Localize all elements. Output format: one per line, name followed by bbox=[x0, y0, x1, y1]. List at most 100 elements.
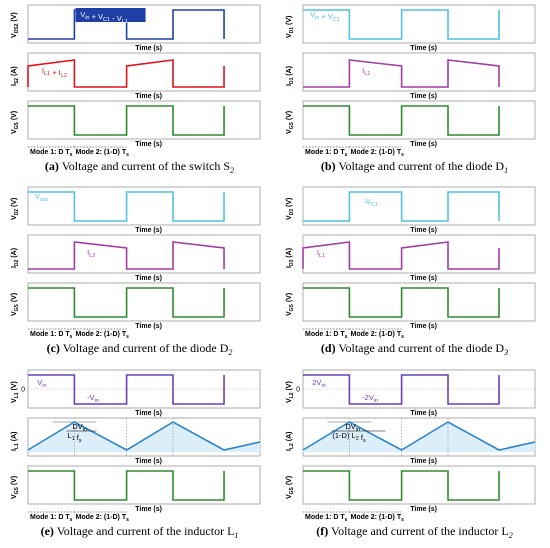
mode2-label: Mode 2: (1-D) Ts bbox=[351, 149, 405, 158]
ripple-shade bbox=[28, 422, 260, 452]
waveform-trace bbox=[303, 374, 500, 405]
y-axis-label: VL1 (V) bbox=[11, 381, 20, 403]
panel-b: VD1 (V) Vin + VC1 Time (s) ID1 (A) IL1 Time (… bbox=[286, 4, 536, 175]
plot-frame bbox=[27, 52, 261, 92]
time-axis-label: Time (s) bbox=[410, 227, 437, 234]
time-axis-label: Time (s) bbox=[135, 323, 162, 330]
mode1-label: Mode 1: D Ts bbox=[30, 514, 73, 523]
y-axis-label: VGS (V) bbox=[11, 111, 20, 134]
plot-frame bbox=[302, 234, 536, 274]
mode-annotation: Mode 1: D Ts Mode 2: (1-D) Ts bbox=[28, 328, 129, 340]
time-axis-label: Time (s) bbox=[410, 141, 437, 148]
y-axis-label: VGS (V) bbox=[286, 293, 295, 316]
plot-d-2: ID3 (A) IL1 Time (s) bbox=[286, 234, 536, 282]
plot-frame bbox=[302, 465, 536, 505]
waveform-trace bbox=[303, 105, 500, 136]
panel-caption: (e) Voltage and current of the inductor … bbox=[41, 524, 239, 540]
waveform-trace bbox=[28, 9, 225, 40]
waveform-annotation: IL1 bbox=[317, 248, 325, 259]
time-axis-label: Time (s) bbox=[135, 45, 162, 52]
waveform-annotation: IL2 bbox=[87, 248, 95, 259]
waveform-trace bbox=[303, 59, 500, 88]
plot-frame bbox=[302, 186, 536, 226]
waveform-trace bbox=[28, 374, 225, 405]
plot-a-2: IS2 (A) IL1 + IL2 Time (s) bbox=[11, 52, 261, 100]
mode1-label: Mode 1: D Ts bbox=[305, 149, 348, 158]
ripple-formula-numerator: DVin bbox=[72, 422, 87, 433]
panel-caption: (b) Voltage and current of the diode D1 bbox=[321, 159, 508, 175]
plot-b-1: VD1 (V) Vin + VC1 Time (s) bbox=[286, 4, 536, 52]
y-axis-label: ID2 (A) bbox=[11, 248, 20, 268]
plot-e-3: VGS (V) Time (s) bbox=[11, 465, 261, 513]
ripple-formula-numerator: DVin bbox=[345, 422, 360, 433]
mode2-label: Mode 2: (1-D) Ts bbox=[351, 514, 405, 523]
plot-frame bbox=[27, 465, 261, 505]
panel-caption: (c) Voltage and current of the diode D2 bbox=[47, 341, 233, 357]
time-axis-label: Time (s) bbox=[135, 506, 162, 513]
y-axis-label: VD1 (V) bbox=[286, 16, 295, 38]
plot-f-2: IL2 (A) DVin(1-D) L2 fs Time (s) bbox=[286, 417, 536, 465]
plot-frame bbox=[27, 186, 261, 226]
mode-annotation: Mode 1: D Ts Mode 2: (1-D) Ts bbox=[28, 511, 130, 523]
plot-c-2: ID2 (A) IL2 Time (s) bbox=[11, 234, 261, 282]
time-axis-label: Time (s) bbox=[135, 275, 162, 282]
y-axis-label: VD3 (V) bbox=[286, 198, 295, 220]
time-axis-label: Time (s) bbox=[135, 410, 162, 417]
y-axis-label: VGS (V) bbox=[286, 476, 295, 499]
waveform-annotation: Vout bbox=[35, 192, 48, 203]
plot-frame bbox=[27, 100, 261, 140]
mode-annotation: Mode 1: D Ts Mode 2: (1-D) Ts bbox=[303, 328, 405, 340]
y-axis-label: VL2 (V) bbox=[286, 381, 295, 403]
mode2-label: Mode 2: (1-D) Ts bbox=[76, 514, 130, 523]
y-axis-label: VD2 (V) bbox=[11, 198, 20, 220]
panel-a: VDS2 (V) Vin + VC1 - VL1 Time (s) IS2 (A) IL… bbox=[11, 4, 261, 175]
plot-d-1: VD3 (V) -VC1 Time (s) bbox=[286, 186, 536, 234]
ripple-formula-denominator: L1 fs bbox=[67, 431, 81, 444]
ripple-shade bbox=[303, 422, 535, 452]
time-axis-label: Time (s) bbox=[135, 227, 162, 234]
waveform-trace bbox=[302, 241, 500, 270]
time-axis-label: Time (s) bbox=[410, 506, 437, 513]
waveform-trace bbox=[302, 421, 536, 451]
waveform-trace bbox=[28, 191, 225, 222]
waveform-trace bbox=[303, 9, 500, 40]
plot-d-3: VGS (V) Time (s) bbox=[286, 282, 536, 330]
plot-f-3: VGS (V) Time (s) bbox=[286, 465, 536, 513]
mode1-label: Mode 1: D Ts bbox=[30, 331, 73, 340]
plot-frame bbox=[302, 4, 536, 44]
panel-caption: (a) Voltage and current of the switch S2 bbox=[45, 159, 234, 175]
mode2-label: Mode 2: (1-D) Ts bbox=[351, 331, 405, 340]
plot-f-1: VL2 (V) 0 2Vin -2Vin Time (s) bbox=[286, 369, 536, 417]
annotation-bg bbox=[75, 8, 146, 22]
y-axis-label: IL2 (A) bbox=[286, 432, 295, 451]
waveform-annotation-negative: -Vin bbox=[87, 393, 99, 404]
time-axis-label: Time (s) bbox=[410, 45, 437, 52]
y-axis-label: IS2 (A) bbox=[11, 66, 20, 86]
waveform-annotation: 2Vin bbox=[312, 378, 325, 389]
mode-annotation: Mode 1: D Ts Mode 2: (1-D) Ts bbox=[303, 146, 405, 158]
waveform-annotation: -VC1 bbox=[363, 197, 378, 208]
mode1-label: Mode 1: D Ts bbox=[305, 514, 348, 523]
plot-frame bbox=[302, 282, 536, 322]
waveform-annotation: Vin + VC1 bbox=[310, 10, 340, 23]
y-axis-label: VDS2 (V) bbox=[11, 12, 20, 38]
time-axis-label: Time (s) bbox=[410, 275, 437, 282]
time-axis-label: Time (s) bbox=[410, 93, 437, 100]
panel-f: VL2 (V) 0 2Vin -2Vin Time (s) IL2 (A) DVin(1-D… bbox=[286, 369, 536, 540]
mode-annotation: Mode 1: D Ts Mode 2: (1-D) Ts bbox=[303, 511, 405, 523]
time-axis-label: Time (s) bbox=[135, 458, 162, 465]
y-axis-label: VGS (V) bbox=[286, 111, 295, 134]
waveform-trace bbox=[28, 241, 225, 270]
waveform-trace bbox=[27, 421, 261, 451]
waveform-trace bbox=[27, 59, 225, 88]
time-axis-label: Time (s) bbox=[410, 323, 437, 330]
waveform-trace bbox=[303, 287, 500, 318]
y-axis-label: IL1 (A) bbox=[11, 432, 20, 451]
waveform-trace bbox=[28, 470, 225, 501]
plot-frame bbox=[302, 100, 536, 140]
